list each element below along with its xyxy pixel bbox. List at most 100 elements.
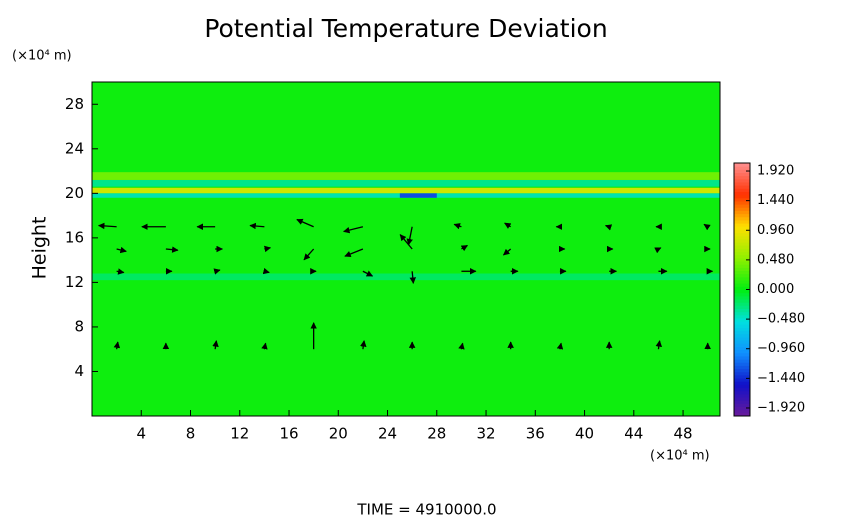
- colorbar-step: [734, 403, 750, 408]
- colorbar-step: [734, 400, 750, 404]
- colorbar-step: [734, 406, 750, 411]
- colorbar-step: [734, 368, 750, 373]
- wind-vector: [504, 222, 512, 229]
- x-tick-label: 16: [279, 425, 298, 443]
- colorbar-step: [734, 286, 750, 290]
- colorbar-step: [734, 276, 750, 281]
- wind-vector: [116, 246, 127, 254]
- wind-vector: [116, 268, 125, 275]
- colorbar-step: [734, 169, 750, 173]
- y-axis-title: Height: [29, 217, 51, 280]
- colorbar-step: [734, 362, 750, 366]
- colorbar-step: [734, 365, 750, 370]
- chart-title: Potential Temperature Deviation: [204, 14, 607, 43]
- colorbar-step: [734, 166, 750, 170]
- colorbar-step: [734, 330, 750, 335]
- colorbar-step: [734, 327, 750, 332]
- y-tick-label: 4: [74, 362, 84, 380]
- colorbar-step: [734, 251, 750, 256]
- wind-vector: [406, 226, 413, 246]
- colorbar-step: [734, 175, 750, 180]
- footer: TIME = 4910000.0: [356, 501, 496, 519]
- colorbar-step: [734, 270, 750, 275]
- x-tick-label: 28: [427, 425, 446, 443]
- colorbar-step: [734, 219, 750, 224]
- field-region: [92, 172, 720, 180]
- colorbar-step: [734, 295, 750, 300]
- colorbar-step: [734, 245, 750, 249]
- colorbar-tick-label: 0.480: [757, 252, 794, 267]
- colorbar-step: [734, 336, 750, 341]
- colorbar-tick-label: 0.000: [757, 282, 794, 297]
- wind-vector: [360, 340, 367, 350]
- x-tick-label: 48: [674, 425, 693, 443]
- colorbar-step: [734, 371, 750, 376]
- colorbar-step: [734, 280, 750, 284]
- wind-vector: [303, 248, 315, 261]
- wind-vector: [399, 234, 413, 250]
- wind-vector: [460, 244, 468, 252]
- colorbar-step: [734, 257, 750, 262]
- wind-vector: [604, 224, 613, 231]
- colorbar-step: [734, 261, 750, 265]
- colorbar-step: [734, 264, 750, 268]
- colorbar-step: [734, 397, 750, 401]
- wind-vector: [654, 247, 662, 254]
- colorbar-step: [734, 298, 750, 303]
- colorbar-tick-label: 1.920: [757, 164, 794, 179]
- colorbar-step: [734, 412, 750, 417]
- colorbar-step: [734, 197, 750, 202]
- wind-vector: [453, 223, 462, 230]
- wind-vector: [458, 342, 465, 350]
- colorbar-step: [734, 393, 750, 398]
- x-tick-label: 8: [186, 425, 196, 443]
- colorbar-step: [734, 181, 750, 186]
- colorbar-step: [734, 248, 750, 253]
- colorbar-step: [734, 210, 750, 215]
- colorbar-tick-label: 0.960: [757, 223, 794, 238]
- colorbar-step: [734, 163, 750, 167]
- wind-vector: [556, 342, 564, 350]
- colorbar-step: [734, 381, 750, 385]
- colorbar-step: [734, 314, 750, 319]
- wind-vector: [655, 340, 663, 350]
- colorbar-step: [734, 308, 750, 313]
- wind-vector: [262, 267, 270, 275]
- wind-vector: [249, 222, 265, 230]
- wind-vector: [703, 223, 711, 231]
- y-unit: (×10⁴ m): [12, 49, 72, 64]
- colorbar-step: [734, 188, 750, 192]
- x-tick-label: 24: [378, 425, 397, 443]
- colorbar-step: [734, 254, 750, 259]
- colorbar-step: [734, 185, 750, 189]
- x-tick-label: 12: [230, 425, 249, 443]
- y-tick-label: 24: [65, 139, 84, 157]
- colorbar-step: [734, 333, 750, 338]
- wind-vector: [212, 340, 219, 350]
- y-tick-label: 20: [65, 184, 84, 202]
- x-tick-label: 32: [476, 425, 495, 443]
- colorbar-step: [734, 194, 750, 199]
- colorbar-step: [734, 374, 750, 379]
- colorbar-step: [734, 216, 750, 221]
- field-region: [399, 193, 437, 198]
- colorbar-step: [734, 289, 750, 294]
- colorbar-step: [734, 273, 750, 278]
- colorbar-step: [734, 207, 750, 211]
- colorbar-step: [734, 191, 750, 196]
- colorbar-step: [734, 321, 750, 325]
- y-tick-label: 28: [65, 95, 84, 113]
- colorbar-step: [734, 223, 750, 227]
- colorbar-step: [734, 359, 750, 363]
- colorbar-step: [734, 349, 750, 354]
- colorbar-step: [734, 387, 750, 392]
- colorbar-tick-label: −1.920: [757, 400, 805, 415]
- field-region: [92, 82, 720, 416]
- wind-vector: [97, 222, 117, 230]
- colorbar-step: [734, 238, 750, 243]
- x-tick-label: 40: [575, 425, 594, 443]
- wind-vector: [362, 270, 374, 277]
- colorbar-step: [734, 292, 750, 297]
- wind-vector: [261, 342, 268, 350]
- colorbar-step: [734, 305, 750, 309]
